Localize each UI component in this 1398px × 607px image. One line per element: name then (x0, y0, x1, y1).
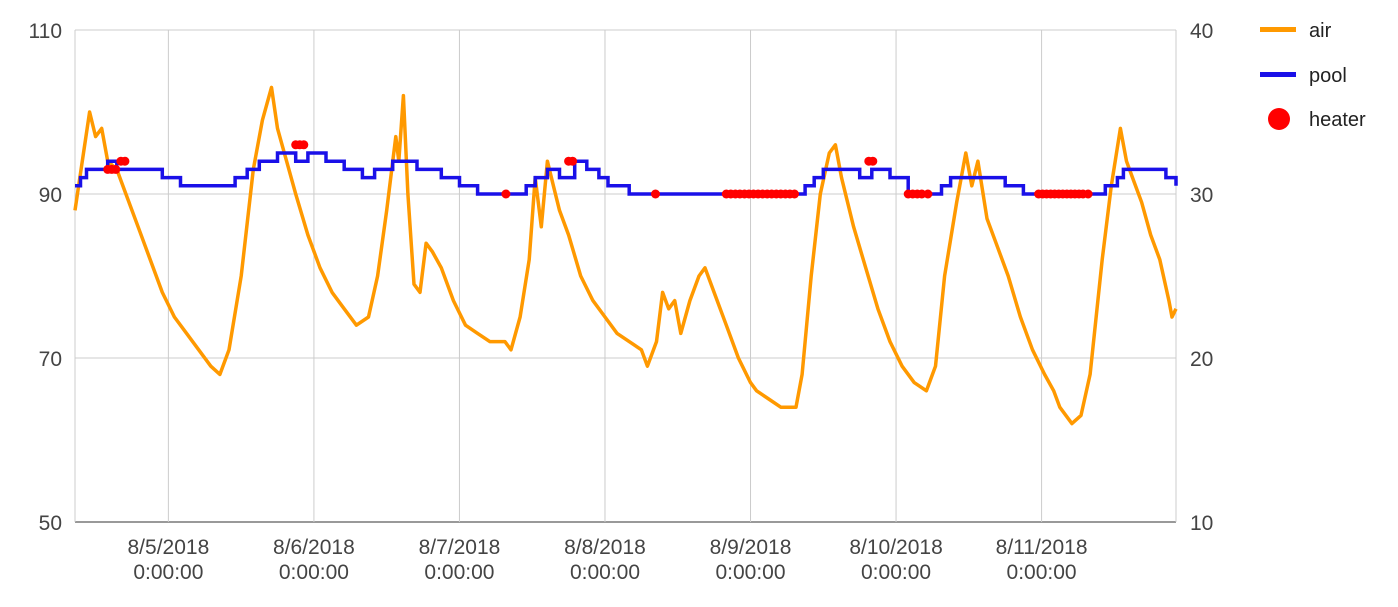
x-tick-label-time: 0:00:00 (279, 561, 349, 584)
series-point-heater (299, 140, 309, 150)
x-tick-label-date: 8/10/2018 (849, 536, 942, 559)
series-point-heater (790, 189, 799, 199)
series-line-air (73, 85, 1178, 426)
x-tick-label-time: 0:00:00 (715, 561, 785, 584)
series-point-heater (501, 189, 511, 199)
legend-label-air: air (1309, 20, 1332, 42)
x-axis: 8/5/20180:00:008/6/20180:00:008/7/20180:… (128, 536, 1088, 584)
legend-item-heater[interactable]: heater (1268, 108, 1366, 131)
y-left-tick-label: 50 (39, 512, 62, 535)
x-tick-label-time: 0:00:00 (861, 561, 931, 584)
x-tick-label-date: 8/7/2018 (419, 536, 501, 559)
gridlines (74, 29, 1177, 523)
series-point-heater (120, 156, 130, 166)
series-point-heater (923, 189, 933, 199)
series-point-heater (651, 189, 660, 199)
legend-item-pool[interactable]: pool (1260, 65, 1347, 87)
y-left-tick-label: 110 (29, 20, 62, 43)
y-right-tick-label: 30 (1190, 184, 1213, 207)
legend-label-pool: pool (1309, 65, 1347, 87)
x-tick-label-time: 0:00:00 (1007, 561, 1077, 584)
right-y-axis: 10 20 30 40 (1190, 20, 1213, 535)
series-point-heater (568, 156, 578, 166)
legend: air pool heater (1260, 20, 1366, 131)
x-tick-label-time: 0:00:00 (133, 561, 203, 584)
legend-swatch-pool (1260, 72, 1296, 77)
x-tick-label-date: 8/6/2018 (273, 536, 355, 559)
plot-area (73, 85, 1178, 426)
y-right-tick-label: 20 (1190, 348, 1213, 371)
x-tick-label-time: 0:00:00 (570, 561, 640, 584)
x-tick-label-date: 8/9/2018 (710, 536, 792, 559)
x-tick-label-date: 8/5/2018 (128, 536, 210, 559)
legend-swatch-air (1260, 27, 1296, 32)
left-y-axis: 50 70 90 110 (29, 20, 62, 535)
series-point-heater (111, 164, 121, 174)
y-left-tick-label: 70 (39, 348, 62, 371)
y-right-tick-label: 40 (1190, 20, 1213, 43)
y-right-tick-label: 10 (1190, 512, 1213, 535)
x-tick-label-date: 8/8/2018 (564, 536, 646, 559)
series-point-heater (1083, 189, 1093, 199)
x-tick-label-date: 8/11/2018 (996, 536, 1088, 559)
legend-label-heater: heater (1309, 109, 1366, 131)
y-left-tick-label: 90 (39, 184, 62, 207)
legend-item-air[interactable]: air (1260, 20, 1332, 42)
legend-swatch-heater (1268, 108, 1290, 130)
x-tick-label-time: 0:00:00 (424, 561, 494, 584)
series-line-pool (75, 151, 1178, 196)
series-point-heater (868, 156, 878, 166)
